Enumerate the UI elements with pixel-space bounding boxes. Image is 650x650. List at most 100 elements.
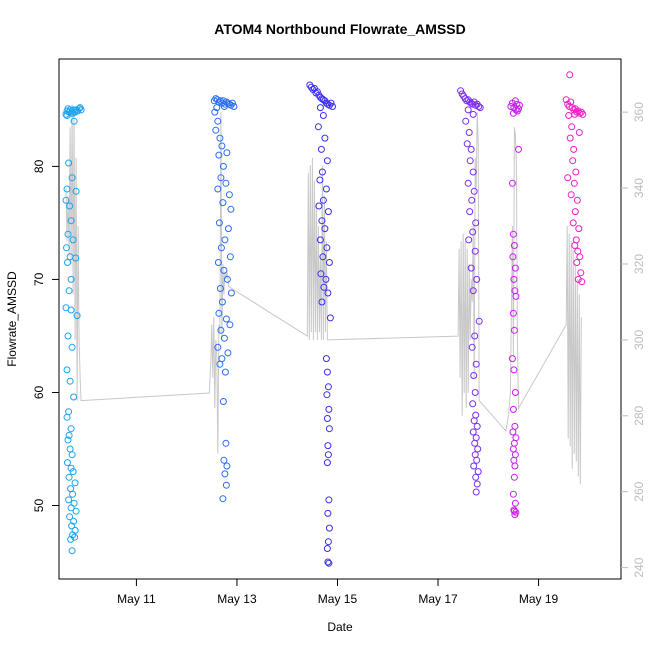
data-point [565, 103, 573, 110]
data-point [472, 488, 480, 496]
data-point [470, 372, 478, 379]
y-axis-label: Flowrate_AMSSD [5, 271, 19, 367]
data-point [325, 405, 333, 413]
data-point [474, 468, 482, 476]
data-point [219, 495, 227, 503]
data-point [471, 247, 479, 255]
x-tick-label: May 19 [519, 592, 559, 606]
data-point [471, 332, 479, 340]
y2-tick-label: 240 [632, 557, 646, 577]
data-point [576, 253, 584, 261]
data-point [564, 174, 572, 182]
data-points-layer [62, 71, 587, 567]
data-point [314, 123, 322, 131]
data-point [572, 168, 580, 176]
data-point [325, 259, 333, 266]
data-point [321, 134, 329, 142]
x-tick-label: May 13 [217, 592, 257, 606]
data-point [225, 191, 233, 199]
data-point [67, 425, 75, 433]
data-point [324, 442, 332, 450]
data-point [510, 507, 518, 515]
data-point [72, 254, 80, 262]
data-point [570, 179, 578, 187]
data-point [508, 179, 516, 187]
data-point [566, 71, 574, 79]
y-axis-left: 50 60 70 80 [32, 159, 59, 512]
data-point [475, 317, 483, 325]
data-point [324, 289, 332, 297]
series-3 [306, 81, 336, 567]
data-point [469, 287, 477, 295]
data-point [224, 225, 232, 233]
data-point [513, 107, 521, 115]
data-point [67, 504, 75, 512]
data-point [509, 309, 517, 317]
data-point [471, 451, 479, 459]
data-point [217, 174, 225, 182]
data-point [510, 275, 518, 283]
data-point [473, 422, 481, 430]
y2-tick-label: 360 [632, 102, 646, 122]
data-point [66, 202, 74, 210]
data-point [469, 428, 477, 436]
data-point [511, 97, 519, 105]
data-point [63, 366, 71, 374]
data-point [475, 103, 483, 110]
data-point [216, 134, 224, 142]
data-point [73, 312, 81, 320]
data-point [507, 103, 515, 110]
data-point [221, 470, 229, 478]
data-point [68, 522, 76, 530]
data-point [472, 473, 480, 481]
data-point [469, 168, 477, 176]
data-point [510, 242, 518, 249]
data-point [470, 187, 478, 195]
data-point [575, 225, 583, 233]
data-point [464, 179, 472, 187]
data-point [64, 332, 72, 340]
data-point [573, 259, 581, 266]
data-point [568, 123, 576, 131]
data-point [570, 145, 578, 153]
data-point [511, 389, 519, 396]
data-point [65, 473, 73, 481]
data-point [574, 275, 582, 283]
data-point [64, 436, 72, 444]
y-tick-label: 60 [32, 385, 46, 399]
data-point [69, 490, 77, 498]
data-point [214, 185, 222, 193]
data-point [322, 355, 330, 363]
data-point [69, 531, 77, 539]
data-point [72, 187, 80, 195]
data-point [321, 225, 329, 233]
data-point [462, 117, 470, 125]
data-point [465, 129, 473, 136]
x-axis-label: Date [327, 620, 353, 634]
data-point [457, 87, 465, 95]
data-point [473, 456, 481, 464]
data-point [511, 451, 519, 459]
data-point [465, 236, 473, 244]
data-point [575, 129, 583, 136]
data-point [222, 315, 230, 323]
data-point [469, 400, 477, 408]
data-point [470, 462, 478, 470]
data-point [63, 185, 71, 193]
data-point [325, 559, 333, 567]
data-point [470, 417, 478, 425]
data-point [515, 145, 522, 153]
data-point [70, 117, 78, 125]
data-point [325, 496, 333, 504]
data-point [223, 149, 231, 157]
y2-tick-label: 300 [632, 330, 646, 350]
data-point [510, 473, 518, 481]
data-point [220, 334, 228, 342]
data-point [218, 142, 226, 150]
data-point [67, 217, 75, 225]
data-point [220, 456, 228, 464]
data-point [511, 462, 519, 470]
data-point [324, 208, 332, 216]
data-point [68, 343, 76, 351]
data-point [221, 368, 229, 376]
